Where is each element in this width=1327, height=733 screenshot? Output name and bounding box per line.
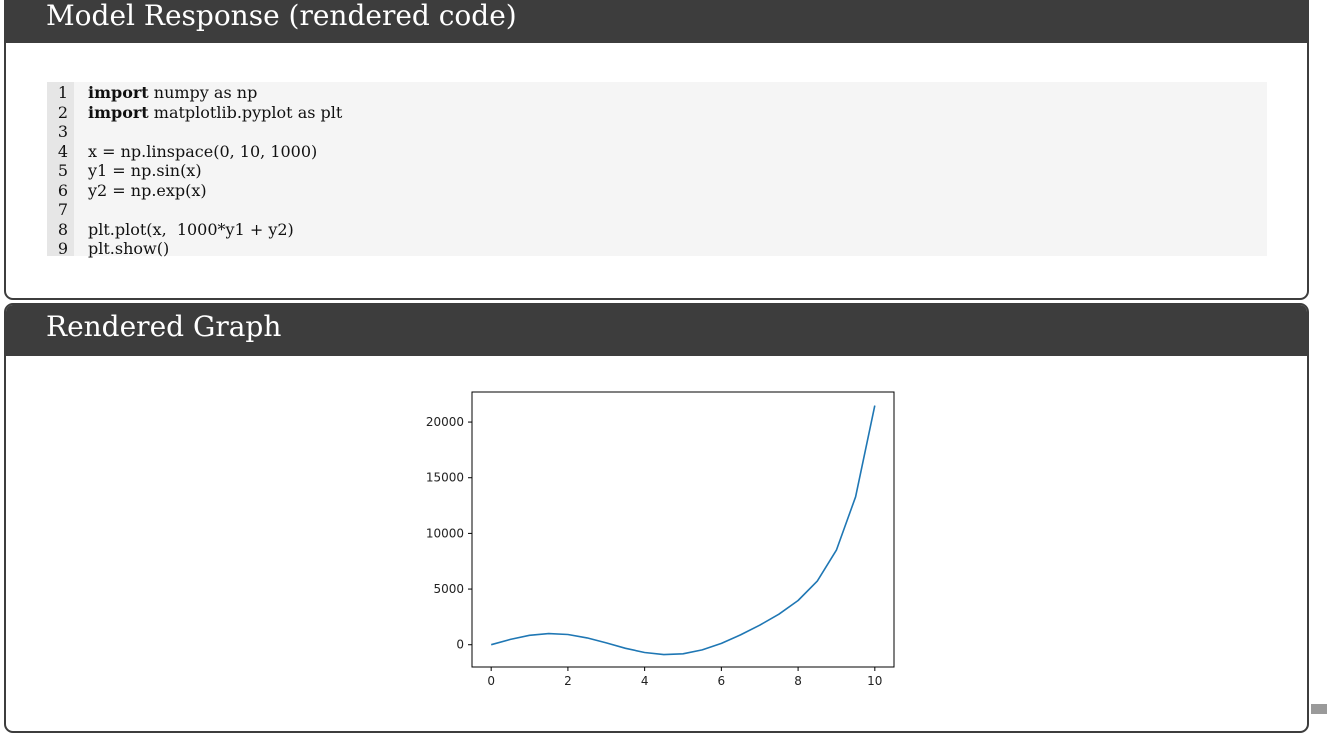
- resize-grip[interactable]: [1311, 704, 1327, 714]
- code-panel-title: Model Response (rendered code): [6, 0, 1307, 43]
- y-tick-label: 5000: [433, 582, 464, 596]
- code-text: x = np.linspace(0, 10, 1000): [88, 142, 317, 162]
- code-rest: x = np.linspace(0, 10, 1000): [88, 141, 318, 161]
- code-line: 5 y1 = np.sin(x): [47, 161, 1267, 181]
- x-tick-label: 10: [867, 674, 882, 688]
- line-number: 9: [57, 239, 68, 258]
- code-line: 2 import matplotlib.pyplot as plt: [47, 103, 1267, 123]
- code-line: 8 plt.plot(x, 1000*y1 + y2): [47, 220, 1267, 240]
- code-keyword: import: [88, 83, 149, 102]
- y-tick-label: 15000: [426, 471, 464, 485]
- code-rest: plt.plot(x, 1000*y1 + y2): [88, 219, 294, 239]
- y-tick-label: 10000: [426, 526, 464, 540]
- code-rest: numpy as np: [148, 83, 258, 102]
- code-line: 1 import numpy as np: [47, 83, 1267, 103]
- line-number: 5: [57, 161, 68, 180]
- line-number: 3: [57, 122, 68, 141]
- code-line: 7: [47, 200, 1267, 220]
- graph-panel: Rendered Graph 0 2 4 6 8 10 0 5000 10000 15000 200…: [4, 303, 1309, 733]
- code-line: 6 y2 = np.exp(x): [47, 181, 1267, 201]
- code-line: 9 plt.show(): [47, 239, 1267, 259]
- x-tick-label: 4: [641, 674, 649, 688]
- code-line: 3: [47, 122, 1267, 142]
- line-number: 7: [57, 200, 68, 219]
- line-number: 1: [57, 83, 68, 102]
- line-number-gutter: [47, 82, 74, 256]
- x-tick-label: 0: [487, 674, 495, 688]
- y-tick-label: 20000: [426, 415, 464, 429]
- line-number: 2: [57, 102, 68, 122]
- code-rest: y1 = np.sin(x): [88, 161, 202, 180]
- code-rest: plt.show(): [88, 239, 170, 258]
- code-text: import matplotlib.pyplot as plt: [88, 103, 342, 123]
- line-number: 4: [57, 141, 68, 161]
- code-block: 1 import numpy as np 2 import matplotlib.py…: [47, 82, 1267, 259]
- code-text: plt.plot(x, 1000*y1 + y2): [88, 220, 294, 240]
- code-rest: y2 = np.exp(x): [88, 180, 207, 200]
- code-text: import numpy as np: [88, 83, 257, 103]
- line-number: 6: [57, 180, 68, 200]
- x-tick-label: 2: [564, 674, 572, 688]
- line-chart: 0 2 4 6 8 10 0 5000 10000 15000 20000: [426, 391, 895, 688]
- code-text: y1 = np.sin(x): [88, 161, 202, 181]
- code-line: 4 x = np.linspace(0, 10, 1000): [47, 142, 1267, 162]
- code-text: plt.show(): [88, 239, 169, 259]
- y-tick-label: 0: [456, 638, 464, 652]
- plot-frame: [471, 391, 895, 668]
- graph-panel-title: Rendered Graph: [6, 305, 1307, 356]
- code-rest: matplotlib.pyplot as plt: [148, 102, 343, 122]
- line-number: 8: [57, 219, 68, 239]
- x-tick-label: 8: [794, 674, 802, 688]
- x-tick-label: 6: [718, 674, 726, 688]
- series-line: [490, 405, 876, 656]
- code-text: y2 = np.exp(x): [88, 181, 207, 201]
- code-panel: Model Response (rendered code) 1 import n…: [4, 0, 1309, 300]
- code-keyword: import: [88, 102, 149, 122]
